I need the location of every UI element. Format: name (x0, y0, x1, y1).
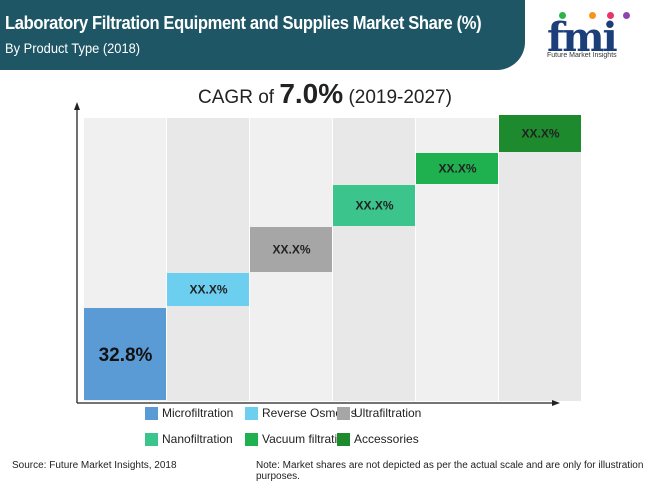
legend-label: Accessories (354, 432, 419, 446)
legend-item: Ultrafiltration (337, 406, 421, 420)
chart-subtitle: By Product Type (2018) (5, 40, 141, 56)
data-label: XX.X% (521, 127, 559, 141)
y-axis-arrow (74, 102, 80, 110)
bar-microfiltration (84, 308, 166, 400)
bar-vacuum-filtration (416, 153, 498, 184)
column-background (333, 118, 415, 401)
data-label: XX.X% (438, 162, 476, 176)
legend-swatch (145, 432, 158, 446)
legend-label: Reverse Osmosis (262, 406, 357, 420)
data-label: 32.8% (99, 345, 153, 366)
legend-swatch (337, 432, 350, 446)
legend-label: Vacuum filtration (262, 432, 351, 446)
data-label: XX.X% (189, 283, 227, 297)
legend-swatch (145, 406, 158, 420)
chart-title: Laboratory Filtration Equipment and Supp… (5, 13, 482, 33)
legend-label: Ultrafiltration (354, 406, 422, 420)
legend-label: Nanofiltration (162, 432, 233, 446)
legend-label: Microfiltration (162, 406, 234, 420)
column-background (167, 118, 249, 401)
source-note: Source: Future Market Insights, 2018 (12, 460, 177, 471)
data-label: XX.X% (355, 199, 393, 213)
legend-item: Accessories (337, 432, 419, 446)
bar-ultrafiltration (250, 227, 332, 272)
column-background (499, 118, 581, 401)
fmi-logo: fmi Future Market Insights (545, 8, 635, 63)
legend-item: Vacuum filtration (245, 432, 350, 446)
bar-nanofiltration (333, 185, 415, 226)
legend-swatch (245, 432, 258, 446)
legend-swatch (245, 406, 258, 420)
legend-item: Nanofiltration (145, 432, 233, 446)
legend-swatch (337, 406, 350, 420)
bar-reverse-osmosis (167, 273, 249, 306)
cagr-callout: CAGR of 7.0% (2019-2027) (0, 78, 650, 110)
legend-item: Microfiltration (145, 406, 233, 420)
header-banner: Laboratory Filtration Equipment and Supp… (0, 0, 525, 70)
cagr-period: (2019-2027) (348, 87, 452, 108)
cagr-prefix: CAGR of (198, 87, 275, 108)
bar-accessories (499, 115, 581, 152)
legend-item: Reverse Osmosis (245, 406, 357, 420)
logo-tagline: Future Market Insights (547, 52, 617, 59)
data-label: XX.X% (272, 243, 310, 257)
disclaimer-note: Note: Market shares are not depicted as … (256, 460, 644, 482)
x-axis-arrow (552, 400, 560, 406)
cagr-value: 7.0% (279, 78, 344, 109)
